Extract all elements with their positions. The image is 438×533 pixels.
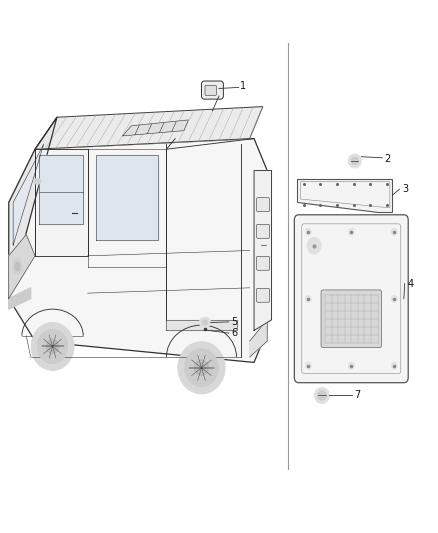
Ellipse shape [37,329,68,364]
Circle shape [305,362,311,369]
Polygon shape [13,144,44,245]
Polygon shape [250,320,267,357]
Polygon shape [123,120,188,136]
Text: 2: 2 [385,154,391,164]
Text: 3: 3 [402,184,408,194]
Circle shape [305,228,311,236]
FancyBboxPatch shape [201,81,223,99]
Polygon shape [166,320,237,330]
Polygon shape [9,139,267,362]
Ellipse shape [13,259,22,274]
Polygon shape [88,149,166,266]
Polygon shape [9,288,31,309]
Polygon shape [9,235,35,298]
Circle shape [391,362,397,369]
FancyBboxPatch shape [294,215,408,383]
Ellipse shape [199,317,211,328]
Ellipse shape [318,391,326,400]
Text: 1: 1 [240,82,246,91]
Ellipse shape [46,339,59,354]
Text: 7: 7 [354,391,360,400]
FancyBboxPatch shape [321,290,381,348]
FancyBboxPatch shape [257,256,269,270]
Polygon shape [9,117,57,298]
Text: 6: 6 [231,328,237,338]
Ellipse shape [202,320,208,325]
Circle shape [391,228,397,236]
FancyBboxPatch shape [257,224,269,238]
Circle shape [391,295,397,303]
Polygon shape [254,171,272,330]
Ellipse shape [33,178,41,184]
Polygon shape [35,107,263,149]
FancyBboxPatch shape [257,288,269,302]
Ellipse shape [15,262,20,271]
Circle shape [305,295,311,303]
FancyBboxPatch shape [257,198,269,212]
Ellipse shape [178,342,225,394]
Text: 5: 5 [231,317,237,327]
Ellipse shape [194,360,209,376]
FancyBboxPatch shape [205,85,216,95]
Polygon shape [297,179,392,212]
Circle shape [348,362,354,369]
Circle shape [307,237,321,254]
Polygon shape [96,155,158,240]
Text: 4: 4 [407,279,413,288]
Circle shape [348,228,354,236]
Ellipse shape [351,157,359,165]
Ellipse shape [184,349,219,387]
Polygon shape [35,149,88,256]
Polygon shape [39,155,83,224]
Ellipse shape [314,387,329,403]
Ellipse shape [31,322,74,370]
Ellipse shape [348,154,361,168]
